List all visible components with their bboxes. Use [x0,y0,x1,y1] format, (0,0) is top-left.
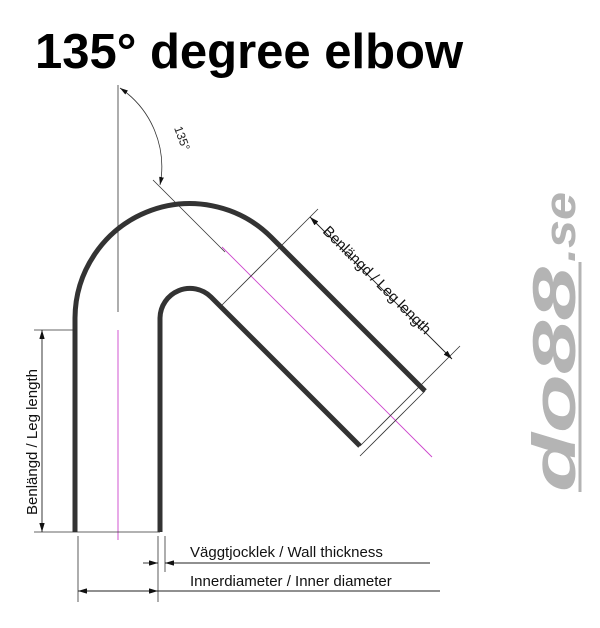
tube-outer-wall [72,201,427,532]
logo-text-main: do88 [521,266,588,492]
leg-length-dimension-diagonal [309,216,453,360]
angle-arc [119,87,164,186]
tube-inner-wall [157,285,362,532]
inner-diameter-label: Innerdiameter / Inner diameter [190,573,392,590]
do88-logo: do88 .se [521,192,588,492]
leg-length-label-vertical: Benlängd / Leg length [24,369,41,515]
centerline-diagonal [221,246,433,458]
page-title: 135° degree elbow [35,25,464,79]
logo-text-suffix: .se [536,192,585,262]
leg-extension-line-start [221,208,319,306]
tube-end-diagonal [359,390,426,457]
diagonal-reference-line [152,179,226,253]
wall-thickness-label: Väggtjocklek / Wall thickness [190,544,383,561]
angle-label: 135° [171,124,193,152]
leg-extension-line-end [359,345,461,447]
leg-length-label-diagonal: Benlängd / Leg length [319,223,434,338]
